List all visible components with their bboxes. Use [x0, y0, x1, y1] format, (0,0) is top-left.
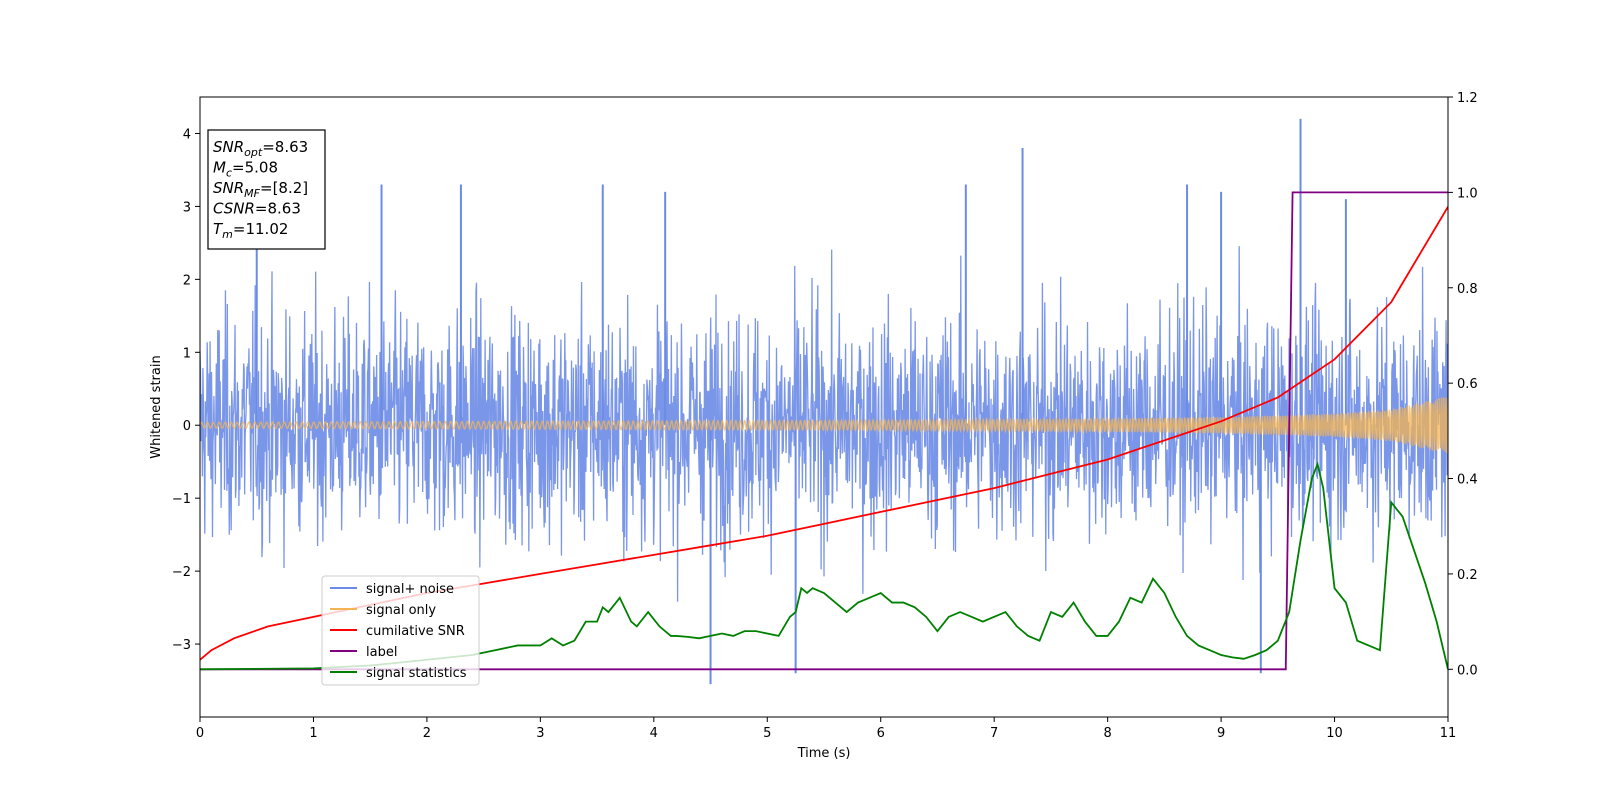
legend-entry: signal only [366, 603, 436, 618]
x-tick-label: 10 [1326, 726, 1343, 741]
x-tick-label: 9 [1217, 726, 1225, 741]
y2-tick-label: 0.6 [1457, 377, 1478, 392]
x-tick-label: 0 [196, 726, 204, 741]
info-box-line: Mc=5.08 [213, 159, 278, 180]
info-value: =5.08 [232, 159, 278, 177]
y-tick-label: 2 [183, 273, 191, 288]
y-tick-label: 4 [183, 127, 191, 142]
info-box-frame [207, 129, 326, 250]
series-cumulative-snr [200, 206, 1448, 661]
legend-entry: signal+ noise [366, 582, 454, 597]
x-tick-label: 7 [990, 726, 998, 741]
x-tick-label: 5 [763, 726, 771, 741]
y-tick-label: −1 [172, 492, 191, 507]
y-axis-label: Whitened strain [149, 355, 164, 458]
info-var: CSNR [213, 200, 255, 218]
x-tick-label: 2 [423, 726, 431, 741]
info-value: =8.63 [255, 200, 301, 218]
info-box: SNRopt=8.63Mc=5.08SNRMF=[8.2]CSNR=8.63Tm… [207, 129, 326, 250]
x-tick-label: 1 [309, 726, 317, 741]
info-value: =8.63 [262, 138, 308, 156]
info-sub: MF [244, 187, 260, 200]
plot-frame [199, 96, 1449, 718]
info-sub: opt [244, 146, 263, 159]
info-box-line: SNRMF=[8.2] [213, 179, 308, 200]
legend-entry: label [366, 645, 397, 660]
y-tick-label: 3 [183, 200, 191, 215]
info-var: M [213, 159, 226, 177]
info-var: T [213, 220, 224, 238]
legend-entry: cumilative SNR [366, 624, 465, 639]
legend-frame [321, 575, 480, 686]
info-box-line: CSNR=8.63 [213, 200, 301, 218]
x-tick-label: 3 [536, 726, 544, 741]
legend-entry: signal statistics [366, 666, 467, 681]
info-value: =[8.2] [260, 179, 308, 197]
y-tick-label: −3 [172, 638, 191, 653]
x-tick-label: 4 [650, 726, 658, 741]
info-var: SNR [213, 138, 244, 156]
series-label [200, 191, 1448, 671]
x-tick-label: 6 [877, 726, 885, 741]
y2-tick-label: 0.8 [1457, 282, 1478, 297]
x-axis-label: Time (s) [797, 746, 851, 761]
y2-tick-label: 0.2 [1457, 568, 1478, 583]
x-tick-label: 8 [1103, 726, 1111, 741]
y2-tick-label: 0.0 [1457, 663, 1478, 678]
y-tick-label: −2 [172, 565, 191, 580]
series-signal-only [200, 397, 1448, 454]
y-tick-label: 0 [183, 419, 191, 434]
info-sub: c [226, 167, 232, 180]
y-tick-label: 1 [183, 346, 191, 361]
y2-tick-label: 0.4 [1457, 473, 1478, 488]
series-signal-noise [200, 246, 1448, 602]
info-box-line: SNRopt=8.63 [213, 138, 308, 159]
info-sub: m [222, 228, 233, 241]
y2-tick-label: 1.0 [1457, 186, 1478, 201]
y2-tick-label: 1.2 [1457, 91, 1478, 106]
info-box-line: Tm=11.02 [213, 220, 288, 241]
info-var: SNR [213, 179, 244, 197]
x-tick-label: 11 [1440, 726, 1457, 741]
legend: signal+ noise signal only cumilative SNR la… [321, 575, 480, 686]
series-signal-statistics [200, 461, 1448, 671]
info-value: =11.02 [233, 220, 289, 238]
